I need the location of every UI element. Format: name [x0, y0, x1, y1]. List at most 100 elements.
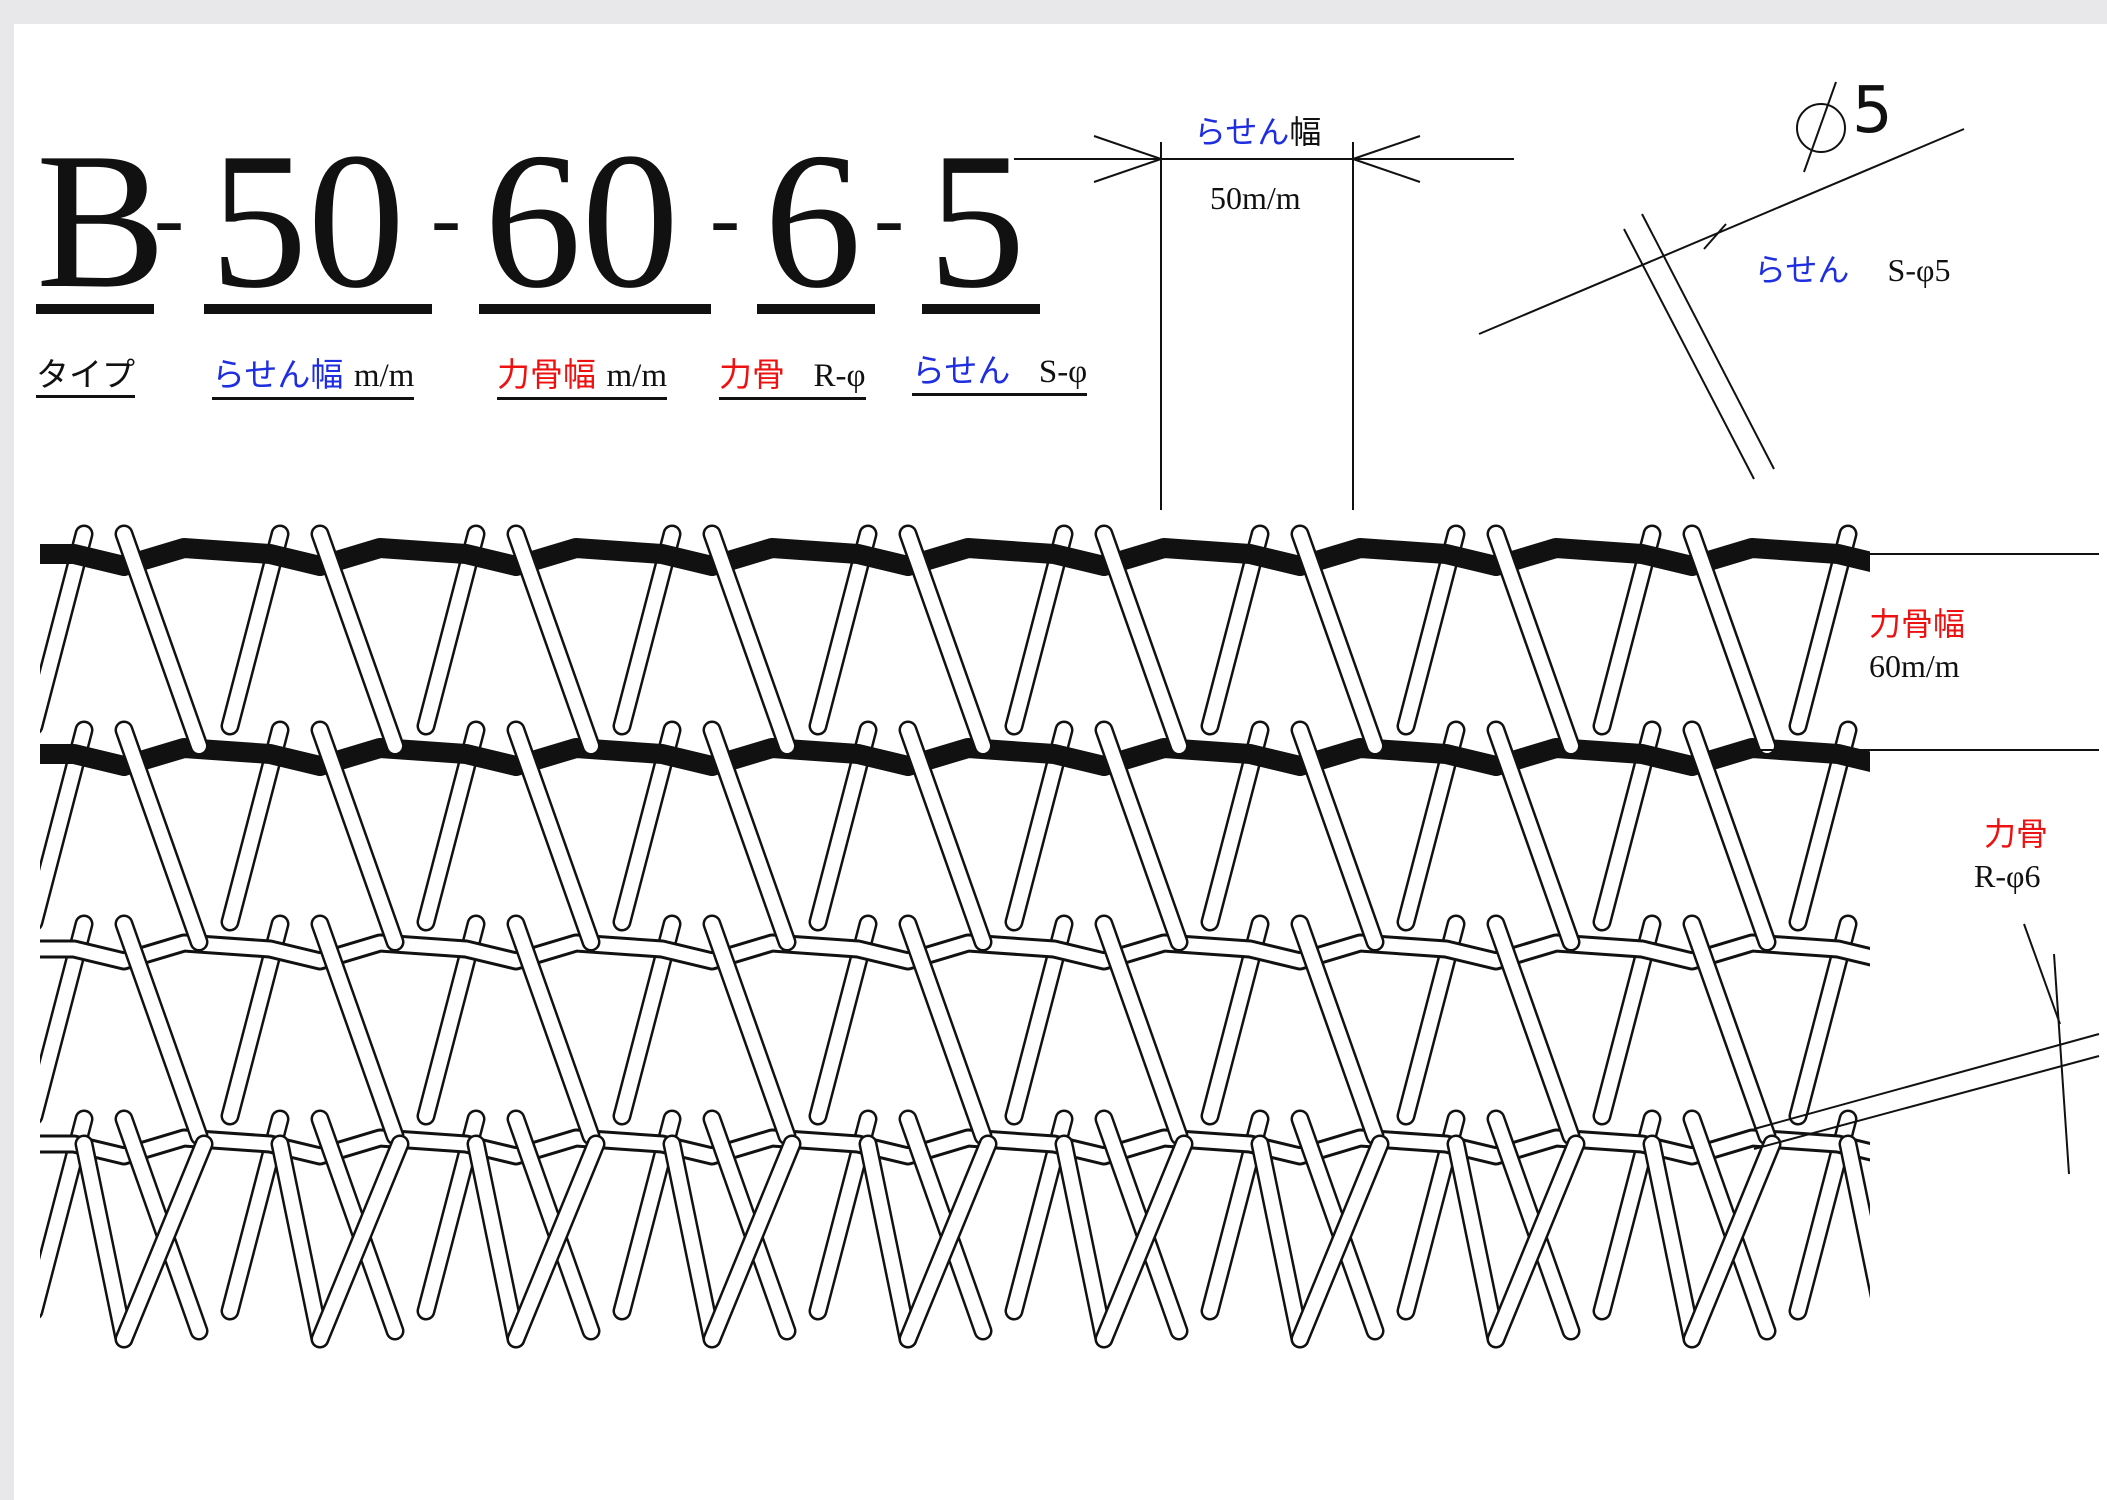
phi-circle	[1796, 103, 1846, 153]
code-rod-pitch: 60	[484, 113, 679, 329]
dim-arrow-r1	[1352, 135, 1421, 160]
legend-spiral-symbol: S-φ	[1038, 354, 1088, 390]
back-strand-r0-2	[416, 524, 486, 736]
tip-right-6-body	[1293, 1137, 1387, 1346]
front-strand-r0-6	[1290, 524, 1385, 756]
front-strand-r2-1	[310, 914, 405, 1146]
rod-body-3	[40, 1131, 1870, 1163]
front-strand-r0-8-body	[1685, 527, 1774, 753]
code-rod-diameter: 6	[764, 113, 862, 329]
code-spiral-diameter: 5	[928, 113, 1026, 329]
tip-right-2	[506, 1134, 606, 1349]
tip-right-4-body	[901, 1137, 995, 1346]
back-strand-r2-10-outline	[1994, 924, 2044, 1116]
back-strand-r0-10-body	[1994, 534, 2044, 726]
belt-drawing	[40, 81, 2107, 1349]
tip-left-6-body	[1253, 1137, 1307, 1346]
front-strand-r0-1	[310, 524, 405, 756]
tip-left-0	[74, 1134, 134, 1349]
front-strand-r0-10-body	[2084, 534, 2107, 746]
front-strand-r3-9	[1888, 1119, 1963, 1331]
front-strand-r0-0-body	[117, 527, 206, 753]
tip-left-3	[662, 1134, 722, 1349]
tip-left-3-body	[665, 1137, 719, 1346]
tip-right-5-body	[1097, 1137, 1191, 1346]
back-strand-r0-3	[612, 524, 682, 736]
callout-spiral-width-suffix: 幅	[1289, 113, 1322, 151]
front-strand-r1-8-body	[1685, 723, 1774, 949]
tip-left-8-body	[1645, 1137, 1699, 1346]
front-strand-r1-0	[114, 720, 209, 952]
tip-left-2-body	[469, 1137, 523, 1346]
tip-left-2	[466, 1134, 526, 1349]
front-strand-r2-5-body	[1097, 917, 1186, 1143]
front-strand-r0-10	[2084, 534, 2107, 746]
front-strand-r0-5-body	[1097, 527, 1186, 753]
legend-rod-width-label: 力骨幅	[497, 355, 596, 394]
back-strand-r0-0-base	[40, 527, 91, 730]
front-strand-r0-7	[1486, 524, 1581, 756]
front-strand-r1-10-outline	[2084, 730, 2107, 942]
front-strand-r1-10	[2084, 730, 2107, 942]
front-strand-r1-8	[1682, 720, 1777, 952]
callout-rod-diameter-label: 力骨	[1984, 815, 2049, 853]
tip-right-2-body	[509, 1137, 603, 1346]
front-strand-r3-10-outline	[2084, 1119, 2107, 1331]
front-strand-r0-4	[898, 524, 993, 756]
front-strand-r2-7-body	[1489, 917, 1578, 1143]
front-strand-r2-6	[1290, 914, 1385, 1146]
back-strand-r0-10-base	[1994, 534, 2044, 726]
tip-right-5	[1094, 1134, 1194, 1349]
callout-rod-width: 力骨幅 60m/m	[1869, 604, 1965, 687]
tip-left-0-body	[77, 1137, 131, 1346]
back-strand-r0-5	[1004, 524, 1074, 736]
dim-spiral-dia-ext-a	[1623, 228, 1755, 480]
front-strand-r3-10	[2084, 1119, 2107, 1331]
back-strand-r0-8	[1592, 524, 1662, 736]
dim-spiral-dia-line	[1478, 128, 1965, 335]
tip-left-9	[1838, 1134, 1870, 1299]
front-strand-r2-10	[2084, 924, 2107, 1136]
tip-left-9-body	[1841, 1137, 1870, 1287]
callout-spiral-diameter-label: らせん	[1754, 251, 1850, 289]
back-strand-r0-7	[1396, 524, 1466, 736]
back-strand-r2-10	[1994, 924, 2044, 1116]
back-strand-r0-9-base	[1791, 527, 1855, 733]
front-strand-r3-10-body	[2084, 1119, 2107, 1331]
callout-rod-width-label: 力骨幅	[1869, 605, 1966, 643]
back-strand-r2-10-body	[1994, 924, 2044, 1116]
back-strand-r0-4-base	[811, 527, 875, 733]
tip-left-1-body	[273, 1137, 327, 1346]
tip-left-1	[270, 1134, 330, 1349]
dim-arrow-l2	[1093, 158, 1162, 183]
front-strand-r1-6-body	[1293, 723, 1382, 949]
tip-left-7-body	[1449, 1137, 1503, 1346]
tip-right-9	[1888, 1144, 1968, 1339]
rod-body-2	[40, 936, 1870, 968]
tip-right-1-body	[313, 1137, 407, 1346]
tip-left-4-body	[861, 1137, 915, 1346]
legend-rod-label: 力骨	[719, 355, 785, 394]
front-strand-r1-3	[702, 720, 797, 952]
front-strand-r1-9	[1888, 730, 1963, 942]
tip-left-7	[1446, 1134, 1506, 1349]
front-strand-r0-7-body	[1489, 527, 1578, 753]
front-strand-r2-10-outline	[2084, 924, 2107, 1136]
back-strand-r3-10	[1994, 1119, 2044, 1311]
back-strand-r0-6-base	[1203, 527, 1267, 733]
back-strand-r0-9	[1788, 524, 1858, 736]
underline-spiral-pitch	[204, 304, 432, 314]
front-strand-r2-0-body	[117, 917, 206, 1143]
legend-rod-symbol: R-φ	[813, 358, 866, 394]
back-strand-r3-10-outline	[1994, 1119, 2044, 1311]
back-strand-r3-10-body	[1994, 1119, 2044, 1311]
legend-type: タイプ	[36, 358, 135, 398]
code-type: B	[36, 113, 167, 329]
back-strand-r0-0	[40, 524, 94, 734]
front-strand-r2-1-body	[313, 917, 402, 1143]
front-strand-r0-0	[114, 524, 209, 756]
front-strand-r1-4-body	[901, 723, 990, 949]
back-strand-r0-5-base	[1007, 527, 1071, 733]
front-strand-r0-2-body	[509, 527, 598, 753]
legend-spiral-width-label: らせん幅	[212, 355, 344, 394]
